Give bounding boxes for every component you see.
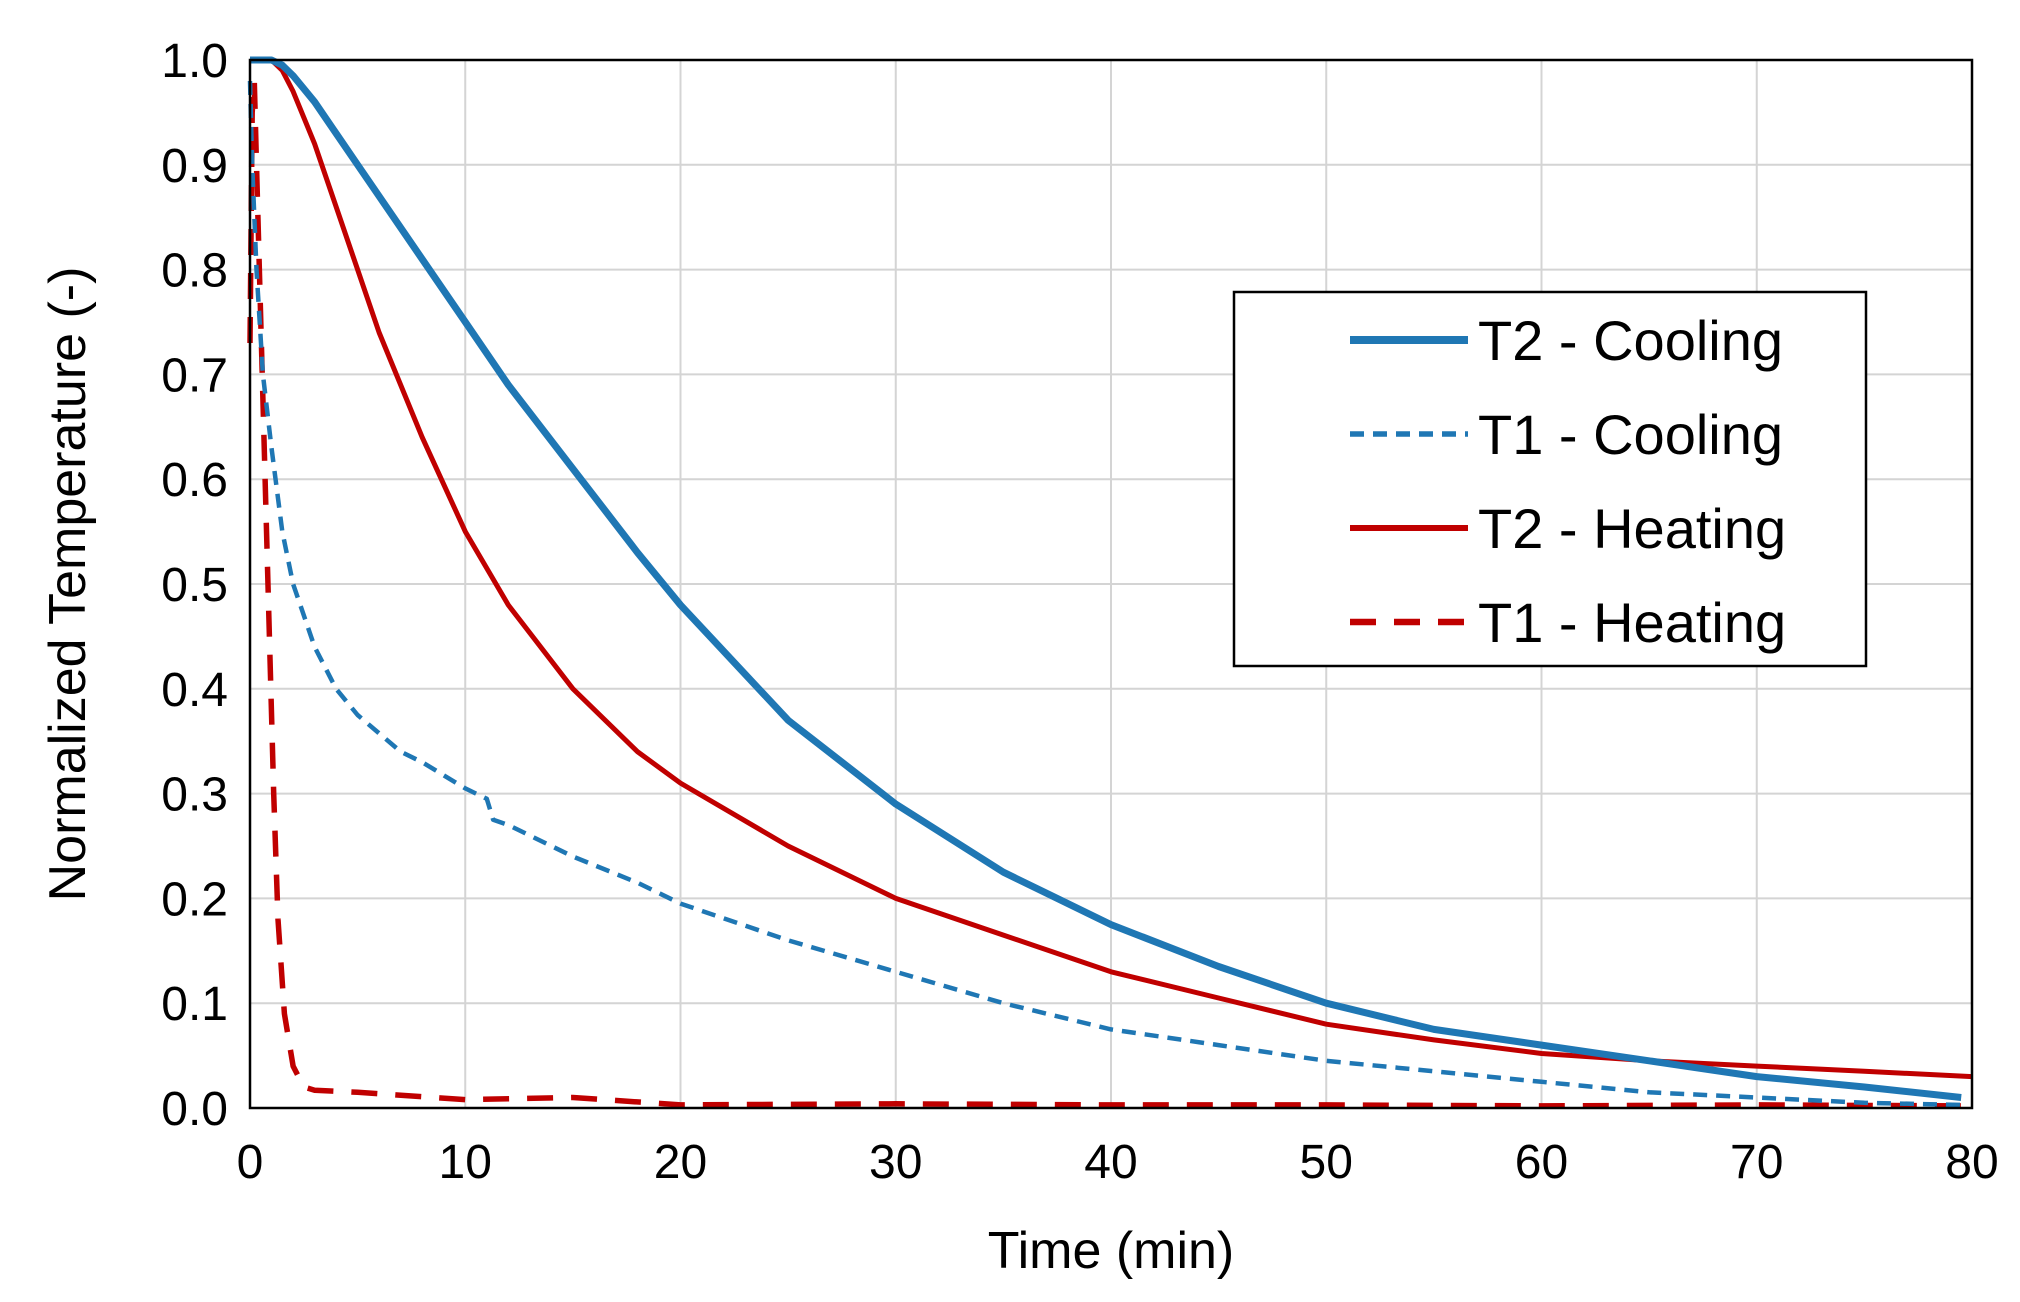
y-tick-label: 0.0 [161, 1083, 228, 1136]
x-tick-label: 40 [1084, 1136, 1137, 1189]
y-tick-label: 0.5 [161, 559, 228, 612]
series-line-t2-heating [250, 57, 1973, 1080]
plot-area-frame [248, 58, 1974, 1110]
x-tick-label: 0 [237, 1136, 264, 1189]
x-axis-title: Time (min) [988, 1222, 1235, 1280]
legend-label-t2-heating: T2 - Heating [1478, 497, 1786, 560]
x-tick-label: 80 [1945, 1136, 1998, 1189]
series-line-t1-heating [247, 78, 1973, 1109]
y-tick-label: 0.3 [161, 769, 228, 822]
legend-label-t2-cooling: T2 - Cooling [1478, 309, 1783, 372]
y-tick-label: 0.4 [161, 664, 228, 717]
x-tick-label: 30 [869, 1136, 922, 1189]
y-axis-title: Normalized Temperature (-) [39, 267, 97, 902]
legend: T2 - Cooling T1 - Cooling T2 - Heating T1 -… [1232, 290, 1868, 668]
legend-label-t1-heating: T1 - Heating [1478, 591, 1786, 654]
y-tick-label: 0.7 [161, 349, 228, 402]
series-layer [247, 56, 1973, 1109]
legend-box [1232, 290, 1868, 668]
series-line-t2-cooling [250, 56, 1962, 1101]
y-tick-label: 0.8 [161, 245, 228, 298]
x-tick-label: 20 [654, 1136, 707, 1189]
y-tick-label: 1.0 [161, 35, 228, 88]
x-tick-label: 70 [1730, 1136, 1783, 1189]
x-tick-label: 50 [1300, 1136, 1353, 1189]
x-tick-label: 10 [439, 1136, 492, 1189]
x-tick-label: 60 [1515, 1136, 1568, 1189]
y-tick-label: 0.1 [161, 978, 228, 1031]
y-tick-label: 0.9 [161, 140, 228, 193]
legend-label-t1-cooling: T1 - Cooling [1478, 403, 1783, 466]
tick-labels: 0 10 20 30 40 50 60 70 80 0.0 0.1 0.2 0.3 0.4 0.5 0.6 0.… [161, 35, 1998, 1189]
y-tick-label: 0.2 [161, 873, 228, 926]
y-tick-label: 0.6 [161, 454, 228, 507]
